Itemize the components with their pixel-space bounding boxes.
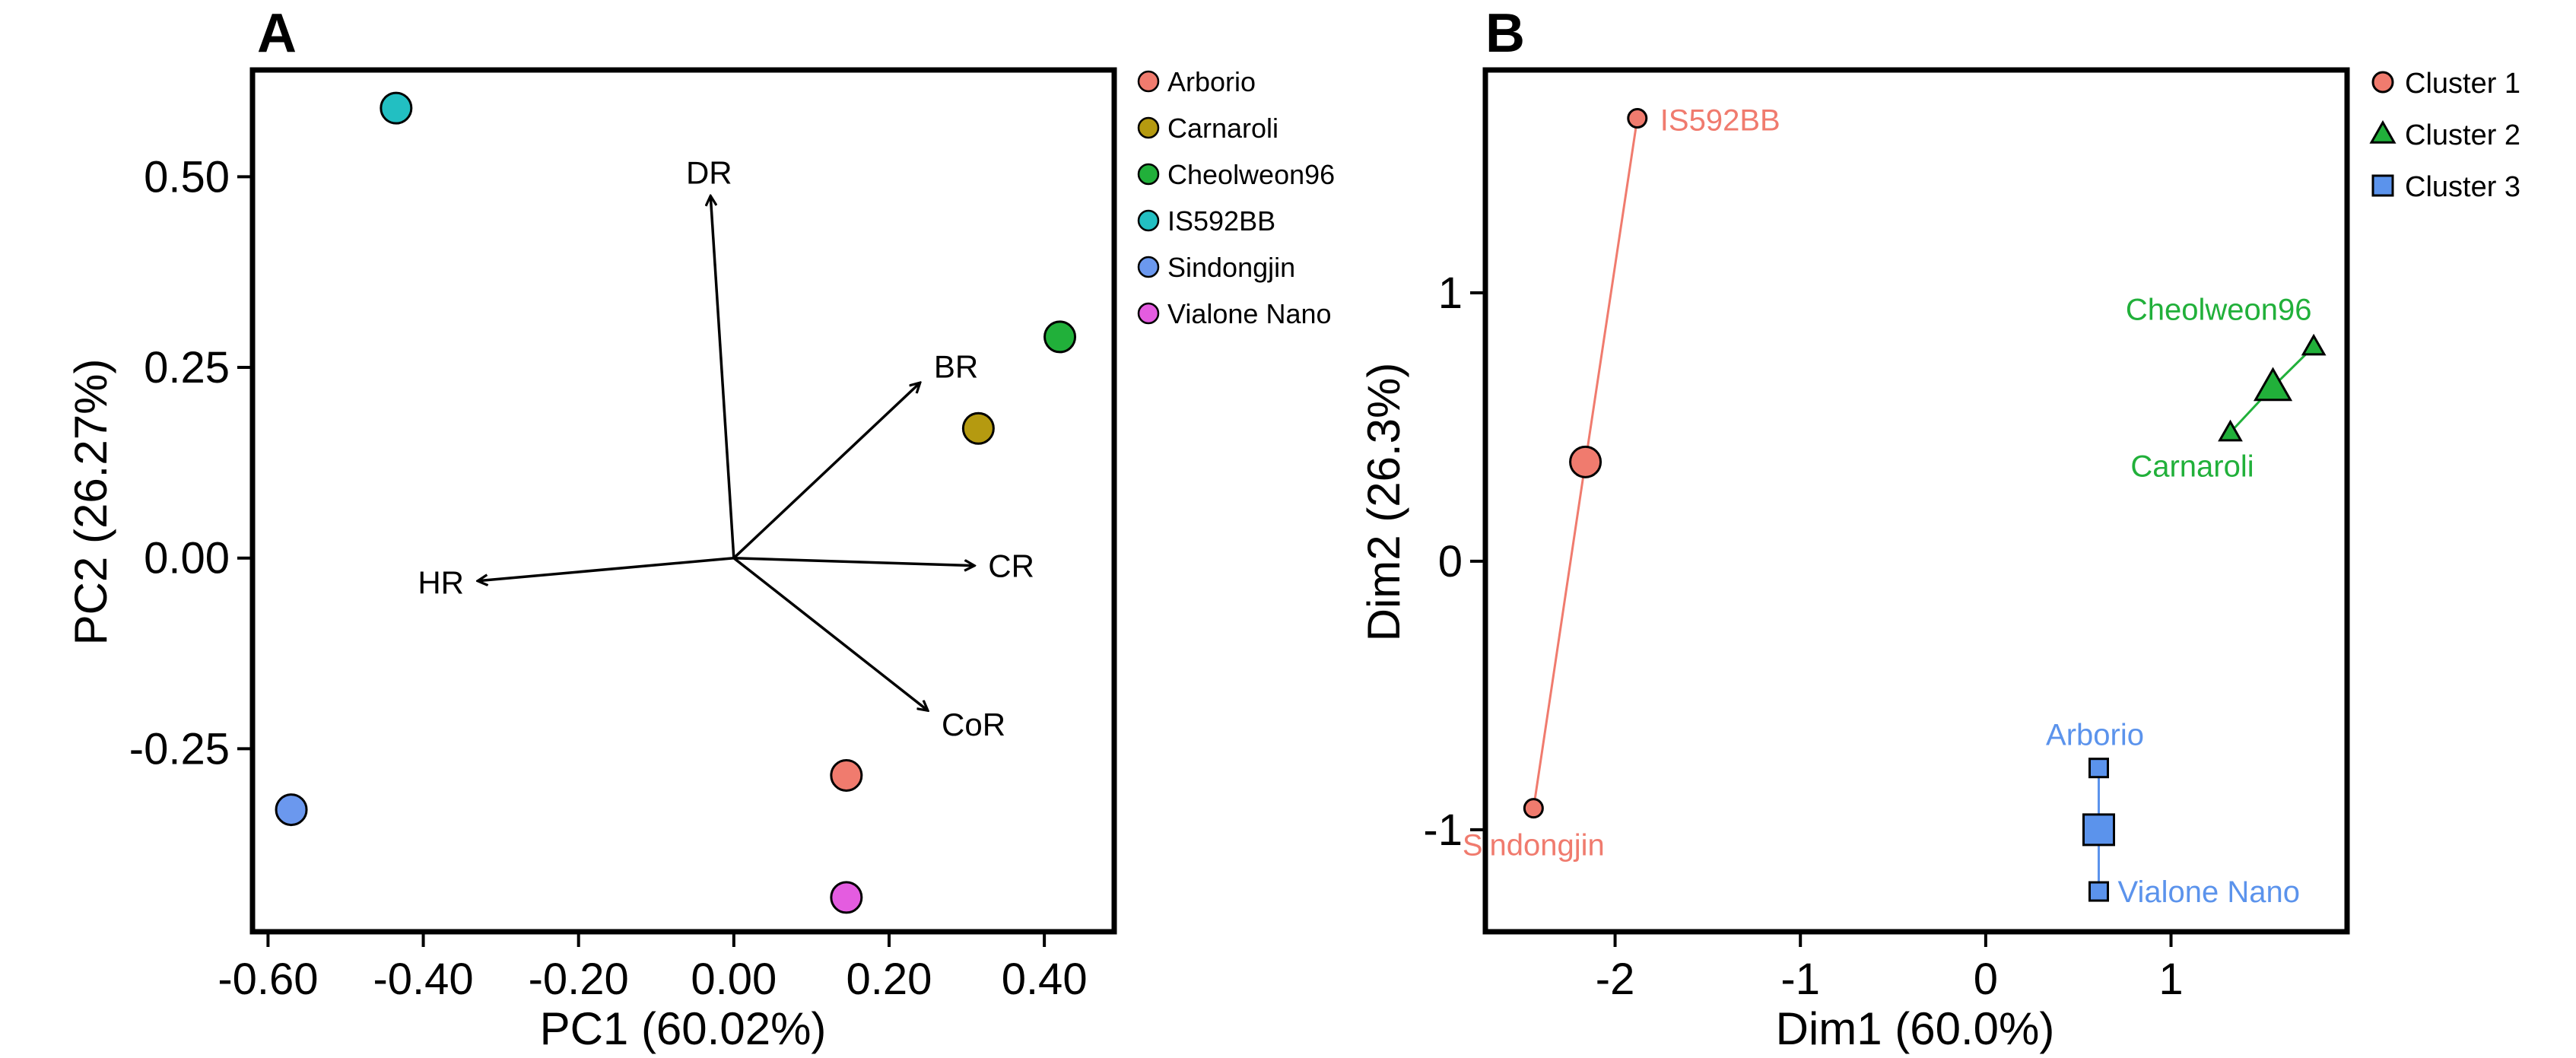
panel-b-x-axis-title: Dim1 (60.0%) (1776, 1003, 2055, 1054)
point-vialone-nano (830, 881, 863, 914)
panel-b-y-tick-label: 1 (1438, 268, 1463, 318)
panel-a: A -0.60 -0.40 -0.20 0.00 0.20 0.40 -0.25 0.00 0.… (65, 3, 1335, 1054)
panel-b-plot-frame (1482, 67, 2350, 935)
cluster-3-point-vialone-nano (2088, 881, 2110, 902)
panel-b-x-tick-label: -2 (1596, 955, 1635, 1004)
panel-a-x-tick-label: -0.60 (218, 955, 318, 1004)
panel-a-x-tick-label: 0.00 (691, 955, 777, 1004)
panel-a-loadings: DR BR CR HR CoR (418, 154, 1034, 742)
cluster-2-label-carnaroli: Carnaroli (2130, 450, 2254, 483)
legend-label-cluster-2: Cluster 2 (2405, 119, 2520, 151)
legend-marker-cluster-1 (2371, 71, 2394, 94)
cluster-2-label-cheolweon96: Cheolweon96 (2126, 294, 2312, 327)
panel-a-x-axis-title: PC1 (60.02%) (540, 1003, 827, 1054)
panel-a-x-tick-label: 0.40 (1002, 955, 1088, 1004)
legend-label-arborio: Arborio (1167, 66, 1256, 97)
loading-arrow-hr (478, 556, 735, 581)
cluster-2-point-cheolweon96 (2301, 333, 2327, 356)
legend-label-cluster-1: Cluster 1 (2405, 68, 2520, 100)
panel-b-y-tick-label: 0 (1438, 537, 1463, 586)
loading-label-cr: CR (988, 548, 1034, 584)
loading-arrow-dr (710, 195, 735, 558)
loading-arrow-cor (732, 557, 928, 711)
legend-marker-cluster-3 (2371, 174, 2394, 197)
panel-a-x-tick-label: -0.20 (529, 955, 629, 1004)
panel-b-clusters: IS592BBSindongjinCheolweon96CarnaroliArb… (1463, 104, 2327, 909)
panel-a-y-tick-label: 0.50 (144, 152, 230, 202)
point-cheolweon96 (1043, 320, 1077, 354)
point-is592bb (380, 91, 413, 125)
panel-b-y-axis-title: Dim2 (26.3%) (1358, 363, 1409, 642)
cluster-3-centroid (2082, 813, 2116, 847)
panel-b-x-tick-label: -1 (1780, 955, 1820, 1004)
legend-marker-vialone-nano (1137, 302, 1160, 325)
loading-arrow-cr (733, 556, 974, 566)
legend-label-vialone-nano: Vialone Nano (1167, 298, 1332, 329)
loading-arrow-br (732, 383, 920, 559)
panel-a-ticks: -0.60 -0.40 -0.20 0.00 0.20 0.40 -0.25 0.00 0.25… (129, 152, 1088, 1004)
legend-label-cluster-3: Cluster 3 (2405, 171, 2520, 203)
cluster-1-link (1532, 462, 1587, 809)
panel-b-x-tick-label: 0 (1974, 955, 1998, 1004)
legend-marker-carnaroli (1137, 116, 1160, 139)
cluster-1-point-is592bb (1627, 108, 1648, 129)
cluster-1-label-is592bb: IS592BB (1660, 104, 1780, 138)
cluster-3-point-arborio (2088, 758, 2110, 779)
panel-a-points (275, 91, 1077, 914)
legend-label-cheolweon96: Cheolweon96 (1167, 159, 1335, 190)
point-arborio (830, 758, 863, 792)
loading-label-dr: DR (686, 154, 732, 190)
panel-a-y-tick-label: -0.25 (129, 724, 230, 774)
legend-label-is592bb: IS592BB (1167, 205, 1275, 237)
loading-label-br: BR (934, 349, 978, 385)
legend-marker-cluster-2 (2369, 120, 2397, 144)
legend-label-carnaroli: Carnaroli (1167, 113, 1278, 144)
panel-a-y-tick-label: 0.25 (144, 343, 230, 392)
legend-marker-sindongjin (1137, 256, 1160, 278)
loading-label-hr: HR (418, 564, 464, 600)
cluster-3-label-vialone-nano: Vialone Nano (2118, 875, 2300, 909)
point-sindongjin (275, 793, 308, 827)
panel-a-y-tick-label: 0.00 (144, 534, 230, 583)
cluster-2-point-carnaroli (2218, 419, 2243, 442)
loading-label-cor: CoR (942, 707, 1005, 742)
panel-a-y-axis-title: PC2 (26.27%) (65, 359, 116, 646)
panel-b: B -2 -1 0 1-101 IS592BBSindongjinCheolweon9… (1358, 3, 2520, 1054)
panel-a-x-tick-label: -0.40 (373, 955, 473, 1004)
panel-a-plot-frame (249, 67, 1117, 935)
panel-b-label: B (1485, 3, 1525, 64)
panel-b-x-tick-label: 1 (2158, 955, 2183, 1004)
legend-marker-is592bb (1137, 209, 1160, 232)
panel-a-x-tick-label: 0.20 (846, 955, 932, 1004)
cluster-1-point-sindongjin (1523, 798, 1544, 819)
panel-b-ticks: -2 -1 0 1 -1 0 1 (1423, 268, 2183, 1004)
point-carnaroli (961, 411, 995, 445)
legend-marker-cheolweon96 (1137, 163, 1160, 186)
panel-b-y-tick-label: -1 (1423, 805, 1463, 855)
legend-label-sindongjin: Sindongjin (1167, 252, 1295, 283)
cluster-1-link (1584, 118, 1639, 462)
panel-a-legend: Arborio Carnaroli Cheolweon96 IS592BB Sindon… (1137, 66, 1335, 329)
cluster-1-centroid (1569, 445, 1602, 478)
panel-b-legend: Cluster 1 Cluster 2 Cluster 3 (2369, 68, 2520, 203)
cluster-2-centroid (2253, 367, 2293, 402)
panel-a-label: A (257, 3, 297, 64)
cluster-3-label-arborio: Arborio (2046, 719, 2144, 752)
legend-marker-arborio (1137, 70, 1160, 93)
